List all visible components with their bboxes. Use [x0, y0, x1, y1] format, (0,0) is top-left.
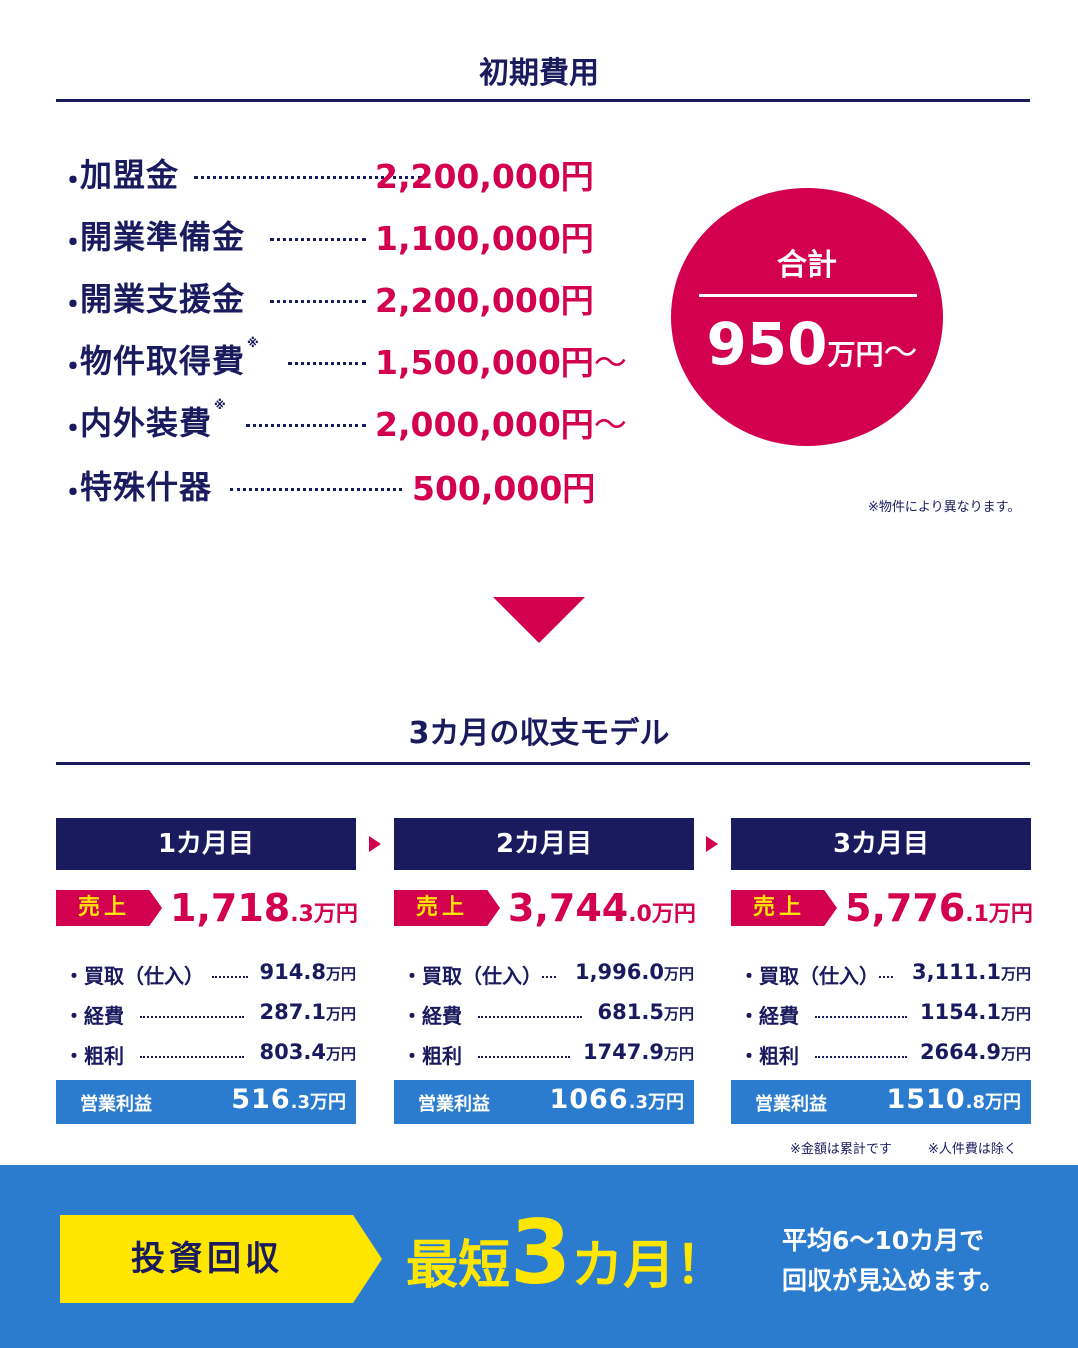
leader-dots — [140, 1016, 244, 1018]
detail-value: 287.1万円 — [259, 1000, 356, 1024]
total-divider — [699, 294, 917, 297]
detail-value: 2664.9万円 — [919, 1040, 1031, 1064]
sales-value: 1,718.3万円 — [170, 886, 358, 930]
investment-recovery-tag: 投資回収 — [60, 1215, 382, 1303]
cost-item-naigaisohi: ・ 内外装費 ※ 2,000,000円〜 — [58, 398, 658, 448]
month-header: 1カ月目 — [56, 818, 356, 870]
model-footnote-cumulative: ※金額は累計です — [790, 1142, 892, 1157]
bullet: ・ — [58, 476, 88, 511]
leader-dots — [194, 176, 422, 179]
leader-dots — [542, 976, 556, 978]
bullet: ・ — [58, 164, 88, 199]
detail-value: 3,111.1万円 — [911, 960, 1031, 984]
month-card-2: 2カ月目 売上 3,744.0万円 ・買取（仕入） 1,996.0万円 ・経費 … — [394, 818, 696, 1128]
cost-value: 2,000,000円〜 — [375, 405, 627, 444]
cost-item-kaigyo-junbikin: ・ 開業準備金 1,100,000円 — [58, 212, 658, 262]
detail-value: 1747.9万円 — [582, 1040, 694, 1064]
payback-headline: 最短3カ月！ — [406, 1201, 728, 1304]
leader-dots — [815, 1056, 907, 1058]
next-arrow-icon — [706, 836, 718, 852]
sales-tag: 売上 — [731, 890, 837, 926]
month-header: 3カ月目 — [731, 818, 1031, 870]
operating-profit-bar: 営業利益 516.3万円 — [56, 1080, 356, 1124]
bullet: ・ — [58, 350, 88, 385]
detail-row-expense: ・経費 681.5万円 — [402, 1000, 694, 1028]
cost-item-tokushu-juki: ・ 特殊什器 500,000円 — [58, 462, 658, 512]
leader-dots — [478, 1056, 570, 1058]
leader-dots — [478, 1016, 582, 1018]
sales-tag: 売上 — [394, 890, 500, 926]
detail-row-purchase: ・買取（仕入） 914.8万円 — [64, 960, 356, 988]
banner-sub-line-2: 回収が見込めます。 — [782, 1266, 1005, 1295]
month-card-3: 3カ月目 売上 5,776.1万円 ・買取（仕入） 3,111.1万円 ・経費 … — [731, 818, 1033, 1128]
detail-row-gross-profit: ・粗利 1747.9万円 — [402, 1040, 694, 1068]
detail-row-expense: ・経費 287.1万円 — [64, 1000, 356, 1028]
leader-dots — [140, 1056, 244, 1058]
sales-value: 5,776.1万円 — [845, 886, 1033, 930]
cost-value: 2,200,000円 — [375, 157, 594, 196]
detail-row-purchase: ・買取（仕入） 3,111.1万円 — [739, 960, 1031, 988]
leader-dots — [270, 300, 366, 303]
operating-profit-value: 1066.3万円 — [549, 1084, 684, 1115]
total-label: 合計 — [777, 248, 837, 283]
sales-tag: 売上 — [56, 890, 162, 926]
leader-dots — [288, 362, 366, 365]
cost-value: 2,200,000円 — [375, 281, 594, 320]
total-value: 950万円〜 — [706, 310, 918, 378]
bullet: ・ — [58, 288, 88, 323]
leader-dots — [815, 1016, 907, 1018]
initial-cost-divider — [56, 99, 1030, 102]
model-divider — [56, 762, 1030, 765]
operating-profit-value: 516.3万円 — [231, 1084, 346, 1115]
detail-row-gross-profit: ・粗利 803.4万円 — [64, 1040, 356, 1068]
month-card-1: 1カ月目 売上 1,718.3万円 ・買取（仕入） 914.8万円 ・経費 28… — [56, 818, 358, 1128]
detail-row-expense: ・経費 1154.1万円 — [739, 1000, 1031, 1028]
cost-label: 特殊什器 — [80, 468, 213, 506]
bullet: ・ — [58, 412, 88, 447]
detail-value: 681.5万円 — [597, 1000, 694, 1024]
cost-item-kameikin: ・ 加盟金 2,200,000円 — [58, 150, 658, 200]
detail-row-gross-profit: ・粗利 2664.9万円 — [739, 1040, 1031, 1068]
cost-label: 物件取得費 ※ — [80, 336, 260, 380]
operating-profit-bar: 営業利益 1510.8万円 — [731, 1080, 1031, 1124]
leader-dots — [270, 238, 366, 241]
cost-value: 1,500,000円〜 — [375, 343, 627, 382]
down-arrow-icon — [493, 597, 585, 643]
model-title: 3カ月の収支モデル — [408, 716, 670, 751]
payback-banner: 投資回収 最短3カ月！ 平均6〜10カ月で 回収が見込めます。 — [0, 1165, 1078, 1348]
leader-dots — [212, 976, 248, 978]
detail-row-purchase: ・買取（仕入） 1,996.0万円 — [402, 960, 694, 988]
initial-cost-footnote: ※物件により異なります。 — [868, 500, 1021, 515]
banner-sub-line-1: 平均6〜10カ月で — [782, 1226, 985, 1255]
cost-label: 開業支援金 — [80, 280, 246, 318]
operating-profit-bar: 営業利益 1066.3万円 — [394, 1080, 694, 1124]
month-header: 2カ月目 — [394, 818, 694, 870]
sales-value: 3,744.0万円 — [508, 886, 696, 930]
cost-value: 1,100,000円 — [375, 219, 594, 258]
detail-value: 803.4万円 — [259, 1040, 356, 1064]
initial-cost-title: 初期費用 — [479, 56, 599, 91]
cost-label: 内外装費 ※ — [80, 398, 227, 442]
cost-item-kaigyo-shienkin: ・ 開業支援金 2,200,000円 — [58, 274, 658, 324]
model-footnote-labor: ※人件費は除く — [928, 1142, 1017, 1157]
detail-value: 914.8万円 — [259, 960, 356, 984]
leader-dots — [230, 488, 402, 491]
bullet: ・ — [58, 226, 88, 261]
cost-label: 加盟金 — [80, 156, 180, 194]
leader-dots — [246, 424, 366, 427]
cost-value: 500,000円 — [412, 469, 596, 508]
cost-label: 開業準備金 — [80, 218, 246, 256]
detail-value: 1154.1万円 — [919, 1000, 1031, 1024]
cost-item-bukken-shutokuhi: ・ 物件取得費 ※ 1,500,000円〜 — [58, 336, 658, 386]
leader-dots — [879, 976, 893, 978]
detail-value: 1,996.0万円 — [574, 960, 694, 984]
total-circle: 合計 950万円〜 — [671, 188, 943, 446]
operating-profit-value: 1510.8万円 — [886, 1084, 1021, 1115]
next-arrow-icon — [369, 836, 381, 852]
